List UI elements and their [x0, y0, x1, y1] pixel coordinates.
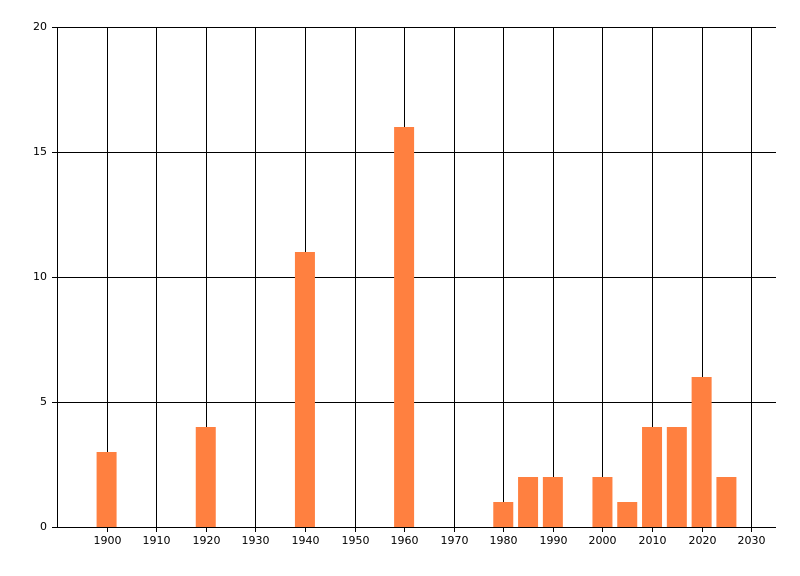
- x-tick-label: 1970: [441, 534, 469, 547]
- bar: [592, 477, 613, 527]
- x-tick-label: 1990: [540, 534, 568, 547]
- x-tick-label: 2000: [589, 534, 617, 547]
- x-tick-label: 1960: [391, 534, 419, 547]
- x-tick-label: 1910: [143, 534, 171, 547]
- bar: [195, 427, 216, 527]
- x-tick-label: 1920: [193, 534, 221, 547]
- bar: [617, 502, 638, 527]
- x-tick-label: 1900: [94, 534, 122, 547]
- x-tick-label: 1930: [242, 534, 270, 547]
- bar: [493, 502, 514, 527]
- x-tick-label: 1950: [342, 534, 370, 547]
- x-tick-label: 2020: [689, 534, 717, 547]
- bar: [666, 427, 687, 527]
- bar: [518, 477, 539, 527]
- bar: [294, 252, 315, 527]
- bar: [716, 477, 737, 527]
- bar: [642, 427, 663, 527]
- bar: [542, 477, 563, 527]
- y-tick-label: 20: [33, 20, 47, 33]
- x-tick-label: 1980: [490, 534, 518, 547]
- x-tick-label: 1940: [292, 534, 320, 547]
- y-tick-label: 5: [40, 395, 47, 408]
- x-tick-label: 2010: [639, 534, 667, 547]
- bar: [691, 377, 712, 527]
- y-tick-label: 10: [33, 270, 47, 283]
- bar: [394, 127, 415, 527]
- y-tick-label: 0: [40, 520, 47, 533]
- bar: [96, 452, 117, 527]
- y-tick-label: 15: [33, 145, 47, 158]
- x-tick-label: 2030: [738, 534, 766, 547]
